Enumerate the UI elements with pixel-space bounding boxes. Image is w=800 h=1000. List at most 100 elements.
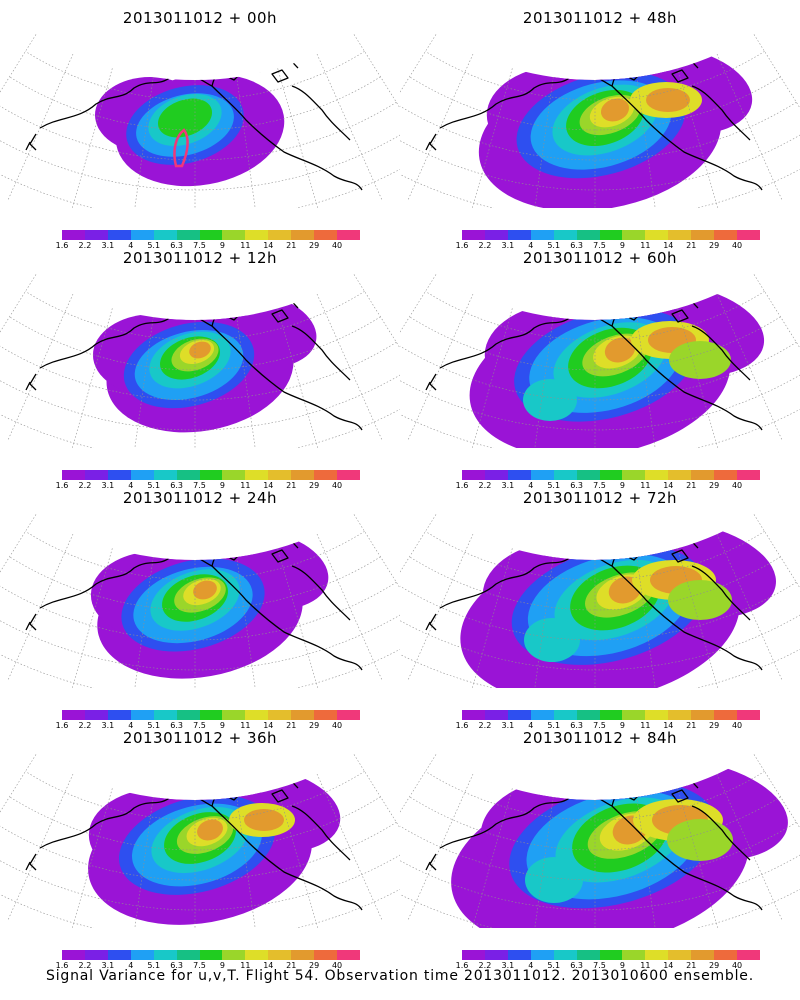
colorbar-tick-label: 7.5 (593, 961, 606, 970)
latitude-line (400, 374, 800, 431)
colorbar-swatch (199, 950, 223, 960)
colorbar-tick-label: 4 (528, 961, 534, 970)
colorbar-swatch (291, 710, 315, 720)
coastline-segment (291, 325, 351, 381)
longitude-line (71, 308, 113, 448)
colorbar-swatch (268, 710, 292, 720)
colorbar-swatch (176, 470, 200, 480)
colorbar-swatch (691, 950, 715, 960)
colorbar-tick-label: 9 (219, 481, 225, 490)
colorbar-tick-label: 7.5 (593, 721, 606, 730)
colorbar-swatch (714, 710, 738, 720)
colorbar-swatch (153, 710, 177, 720)
colorbar-swatch (222, 470, 246, 480)
variance-field (92, 292, 317, 433)
map-panel-60h: 2013011012 + 60h 1.6 2.2 3.1 4 5.1 6.3 7.5 9 11 1… (400, 248, 800, 490)
colorbar-tick-label: 14 (263, 961, 274, 970)
latitude-line (400, 102, 797, 161)
longitude-line (716, 533, 783, 681)
longitude-line (7, 533, 74, 681)
map-panel-84h: 2013011012 + 84h 1.6 2.2 3.1 4 5.1 6.3 7.5 9 11 1… (400, 728, 800, 970)
map-panel-00h: 2013011012 + 00h 1.6 2.2 3.1 4 5.1 6.3 7.5 9 11 1… (0, 8, 400, 250)
colorbar-swatch (668, 470, 692, 480)
variance-field (469, 283, 765, 448)
colorbar-swatch (107, 950, 131, 960)
colorbar-swatch (507, 470, 531, 480)
colorbar-swatch (153, 470, 177, 480)
colorbar-swatch (314, 470, 338, 480)
colorbar-swatch (714, 470, 738, 480)
colorbar-tick-labels: 1.6 2.2 3.1 4 5.1 6.3 7.5 9 11 14 21 29 40 (456, 721, 760, 733)
colorbar-tick-label: 9 (619, 961, 625, 970)
colorbar-tick-label: 6.3 (170, 961, 183, 970)
colorbar-tick-label: 14 (663, 241, 674, 250)
colorbar-swatch (462, 710, 485, 720)
colorbar-swatch (599, 950, 623, 960)
colorbar-tick-label: 29 (309, 961, 320, 970)
colorbar-tick-labels: 1.6 2.2 3.1 4 5.1 6.3 7.5 9 11 14 21 29 40 (456, 961, 760, 973)
variance-contour (604, 337, 636, 363)
coastline-segment (649, 777, 671, 793)
figure-caption: Signal Variance for u,v,T. Flight 54. Ob… (46, 968, 754, 984)
colorbar-tick-label: 5.1 (147, 961, 161, 970)
longitude-line (277, 68, 319, 208)
latitude-line (400, 888, 800, 928)
graticule (400, 514, 800, 688)
latitude-line (0, 374, 400, 431)
colorbar-swatch (245, 950, 269, 960)
colorbar-tick-label: 1.6 (455, 721, 469, 730)
latitude-line (400, 648, 800, 688)
latitude-line (400, 854, 800, 911)
colorbar-tick-label: 1.6 (55, 241, 69, 250)
longitude-line (753, 34, 800, 109)
variance-contour (525, 857, 583, 903)
colorbar-tick-label: 6.3 (570, 241, 583, 250)
colorbar-swatch (553, 470, 577, 480)
colorbar-tick-label: 5.1 (547, 721, 561, 730)
colorbar-tick-label: 1.6 (55, 481, 69, 490)
colorbar-swatch (484, 470, 508, 480)
latitude-line (0, 134, 400, 191)
latitude-line (0, 342, 397, 401)
map-panel-48h: 2013011012 + 48h 1.6 2.2 3.1 4 5.1 6.3 7.5 9 11 1… (400, 8, 800, 250)
longitude-line (716, 773, 783, 921)
colorbar-swatch (737, 950, 760, 960)
colorbar-tick-labels: 1.6 2.2 3.1 4 5.1 6.3 7.5 9 11 14 21 29 40 (456, 241, 760, 253)
coastline-segment (25, 853, 37, 871)
colorbar-swatch (462, 230, 485, 240)
colorbar-swatch (622, 710, 646, 720)
colorbar-tick-label: 4 (128, 961, 134, 970)
colorbar-tick-labels: 1.6 2.2 3.1 4 5.1 6.3 7.5 9 11 14 21 29 40 (56, 721, 360, 733)
latitude-line (0, 888, 400, 928)
colorbar-tick-label: 40 (731, 961, 743, 970)
colorbar-tick-labels: 1.6 2.2 3.1 4 5.1 6.3 7.5 9 11 14 21 29 40 (56, 241, 360, 253)
latitude-line (25, 51, 365, 101)
colorbar-swatch (484, 950, 508, 960)
colorbar-swatch (130, 230, 154, 240)
colorbar-swatch (668, 710, 692, 720)
graticule (400, 274, 800, 448)
longitude-line (407, 533, 474, 681)
colorbar-swatch (462, 950, 485, 960)
colorbar-tick-label: 5.1 (547, 961, 561, 970)
colorbar-swatch (462, 470, 485, 480)
colorbar-swatch (599, 230, 623, 240)
variance-contour (197, 819, 223, 841)
colorbar-tick-labels: 1.6 2.2 3.1 4 5.1 6.3 7.5 9 11 14 21 29 40 (56, 961, 360, 973)
colorbar-tick-label: 11 (640, 241, 651, 250)
colorbar-swatch (130, 710, 154, 720)
panel-title: 2013011012 + 60h (522, 249, 678, 267)
colorbar-tick-label: 40 (731, 241, 743, 250)
longitude-line (316, 773, 383, 921)
panel-title: 2013011012 + 48h (522, 9, 678, 27)
projection-map (400, 274, 800, 448)
projection-map (0, 34, 400, 208)
colorbar-swatch (691, 470, 715, 480)
colorbar-swatch (314, 950, 338, 960)
colorbar-tick-label: 1.6 (455, 241, 469, 250)
projection-map (0, 514, 400, 688)
colorbar-swatch (622, 230, 646, 240)
latitude-line (400, 582, 797, 641)
projection-map (0, 274, 400, 448)
colorbar-tick-labels: 1.6 2.2 3.1 4 5.1 6.3 7.5 9 11 14 21 29 40 (456, 481, 760, 493)
